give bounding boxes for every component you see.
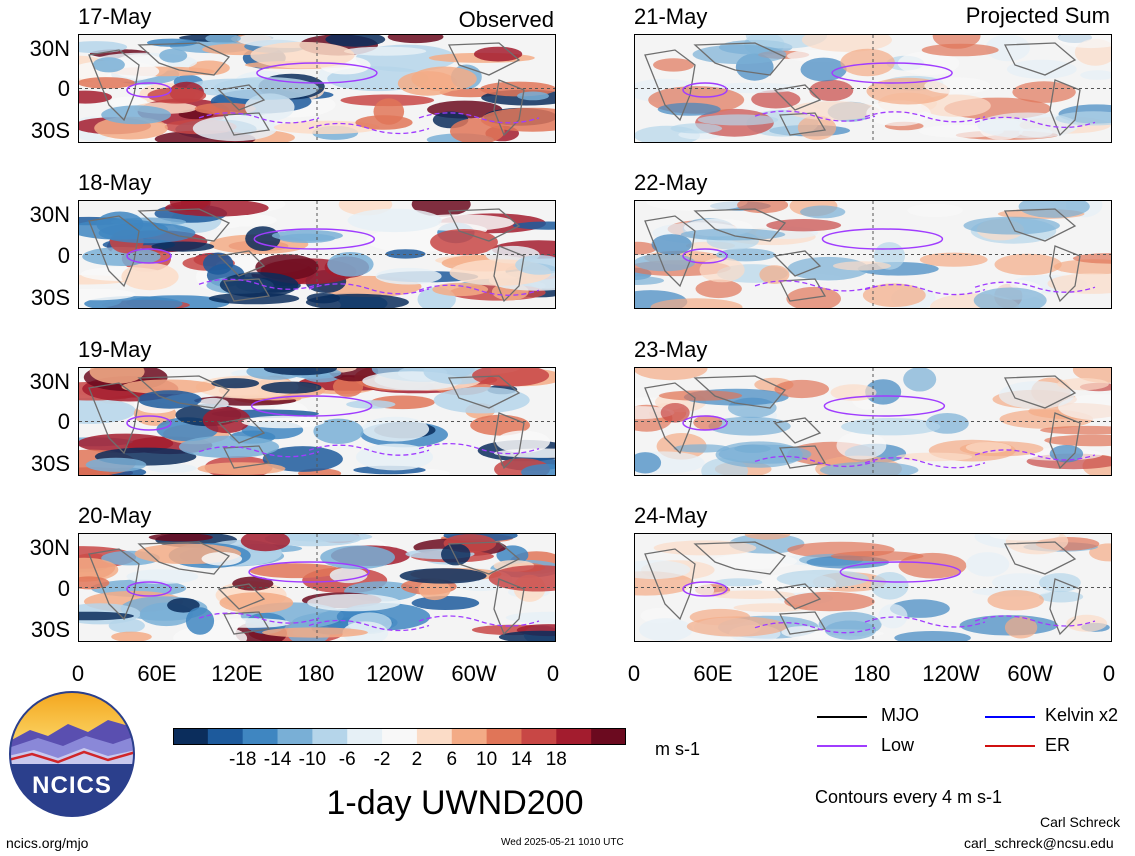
map-panel-proj-3	[634, 367, 1112, 476]
lon-label-120w: 120W	[366, 661, 424, 686]
colorbar-tick-label: -2	[373, 749, 391, 770]
colorbar-tick-label: -14	[263, 749, 292, 770]
colorbar-tick-label: -18	[228, 749, 257, 770]
colorbar-tick-label: -10	[298, 749, 327, 770]
lat-label-eq: 0	[57, 576, 70, 601]
legend-line-low	[817, 745, 867, 747]
projected-header: Projected Sum	[965, 3, 1110, 28]
legend-label-mjo: MJO	[881, 705, 919, 725]
lat-label-30n: 30N	[29, 369, 70, 394]
colorbar	[173, 728, 627, 745]
panel-date-obs-4: 20-May	[78, 503, 152, 528]
footer-email: carl_schreck@ncsu.edu	[964, 835, 1114, 851]
panel-date-proj-3: 23-May	[634, 337, 708, 362]
colorbar-tick-label: 2	[411, 749, 423, 770]
lat-label-30s: 30S	[30, 451, 70, 476]
panel-date-obs-1: 17-May	[78, 4, 152, 29]
map-panel-proj-1	[634, 34, 1112, 143]
logo-text: NCICS	[32, 772, 112, 799]
lat-label-30s: 30S	[30, 617, 70, 642]
legend-label-kelvin: Kelvin x2	[1045, 705, 1119, 725]
panel-date-proj-4: 24-May	[634, 503, 708, 528]
lon-label-60e: 60E	[137, 661, 177, 686]
colorbar-tick-label: -6	[338, 749, 356, 770]
colorbar-swatch	[416, 728, 453, 745]
lat-label-30s: 30S	[30, 118, 70, 143]
lat-label-30n: 30N	[29, 535, 70, 560]
colorbar-swatch	[312, 728, 348, 745]
colorbar-tick-label: 6	[446, 749, 458, 770]
footer-url: ncics.org/mjo	[6, 835, 89, 851]
lon-label-180: 180	[853, 661, 891, 686]
legend-line-mjo	[817, 716, 867, 718]
panel-date-obs-3: 19-May	[78, 337, 152, 362]
map-panel-proj-2	[634, 200, 1112, 309]
colorbar-units: m s-1	[655, 739, 700, 759]
map-panel-obs-4	[78, 533, 556, 642]
ncics-logo: NCICS	[8, 690, 136, 818]
panel-date-proj-2: 22-May	[634, 170, 708, 195]
colorbar-swatch	[277, 728, 313, 745]
lon-label-0: 0	[627, 661, 641, 686]
lon-label-60w: 60W	[451, 661, 497, 686]
colorbar-swatch	[486, 728, 522, 745]
colorbar-swatch	[591, 728, 627, 745]
colorbar-swatch	[242, 728, 279, 745]
lat-label-30s: 30S	[30, 285, 70, 310]
panel-date-obs-2: 18-May	[78, 170, 152, 195]
lon-label-60w: 60W	[1007, 661, 1053, 686]
colorbar-swatch	[556, 728, 592, 745]
colorbar-swatch	[347, 728, 383, 745]
lon-label-60e: 60E	[693, 661, 733, 686]
lat-label-eq: 0	[57, 409, 70, 434]
colorbar-swatch	[521, 728, 557, 745]
legend-line-er	[985, 745, 1035, 747]
contours-note: Contours every 4 m s-1	[815, 787, 1003, 807]
lon-label-120w: 120W	[922, 661, 980, 686]
map-panel-obs-3	[78, 367, 556, 476]
panel-date-proj-1: 21-May	[634, 4, 708, 29]
colorbar-swatch	[207, 728, 244, 745]
legend-label-low: Low	[881, 735, 915, 755]
colorbar-swatch	[173, 728, 209, 745]
lon-label-120e: 120E	[211, 661, 263, 686]
figure-title: 1-day UWND200	[326, 784, 584, 822]
legend-label-er: ER	[1045, 735, 1071, 755]
footer-author: Carl Schreck	[1040, 814, 1121, 830]
legend-line-kelvin	[985, 716, 1035, 718]
observed-header: Observed	[458, 7, 554, 32]
lat-label-eq: 0	[57, 76, 70, 101]
colorbar-swatch	[451, 728, 488, 745]
lat-label-30n: 30N	[29, 36, 70, 61]
lon-label-0: 0	[71, 661, 85, 686]
footer-timestamp: Wed 2025-05-21 1010 UTC	[501, 837, 624, 848]
lat-label-eq: 0	[57, 243, 70, 268]
colorbar-swatch	[382, 728, 418, 745]
lon-label-0-end: 0	[1102, 661, 1116, 686]
colorbar-tick-label: 18	[545, 749, 567, 770]
lat-label-30n: 30N	[29, 202, 70, 227]
map-panel-obs-2	[78, 200, 556, 309]
colorbar-tick-label: 14	[510, 749, 533, 770]
map-panel-proj-4	[634, 533, 1112, 642]
lon-label-180: 180	[297, 661, 335, 686]
lon-label-120e: 120E	[767, 661, 819, 686]
colorbar-tick-label: 10	[476, 749, 498, 770]
map-panel-obs-1	[78, 34, 556, 143]
lon-label-0-end: 0	[546, 661, 560, 686]
